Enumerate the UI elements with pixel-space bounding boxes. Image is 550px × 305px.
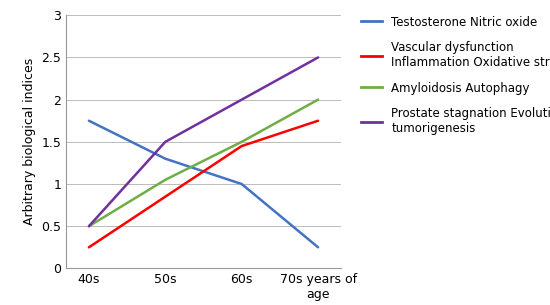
Y-axis label: Arbitrary biological indices: Arbitrary biological indices <box>23 58 36 225</box>
Legend: Testosterone Nitric oxide, Vascular dysfunction
Inflammation Oxidative stress, A: Testosterone Nitric oxide, Vascular dysf… <box>361 16 550 135</box>
